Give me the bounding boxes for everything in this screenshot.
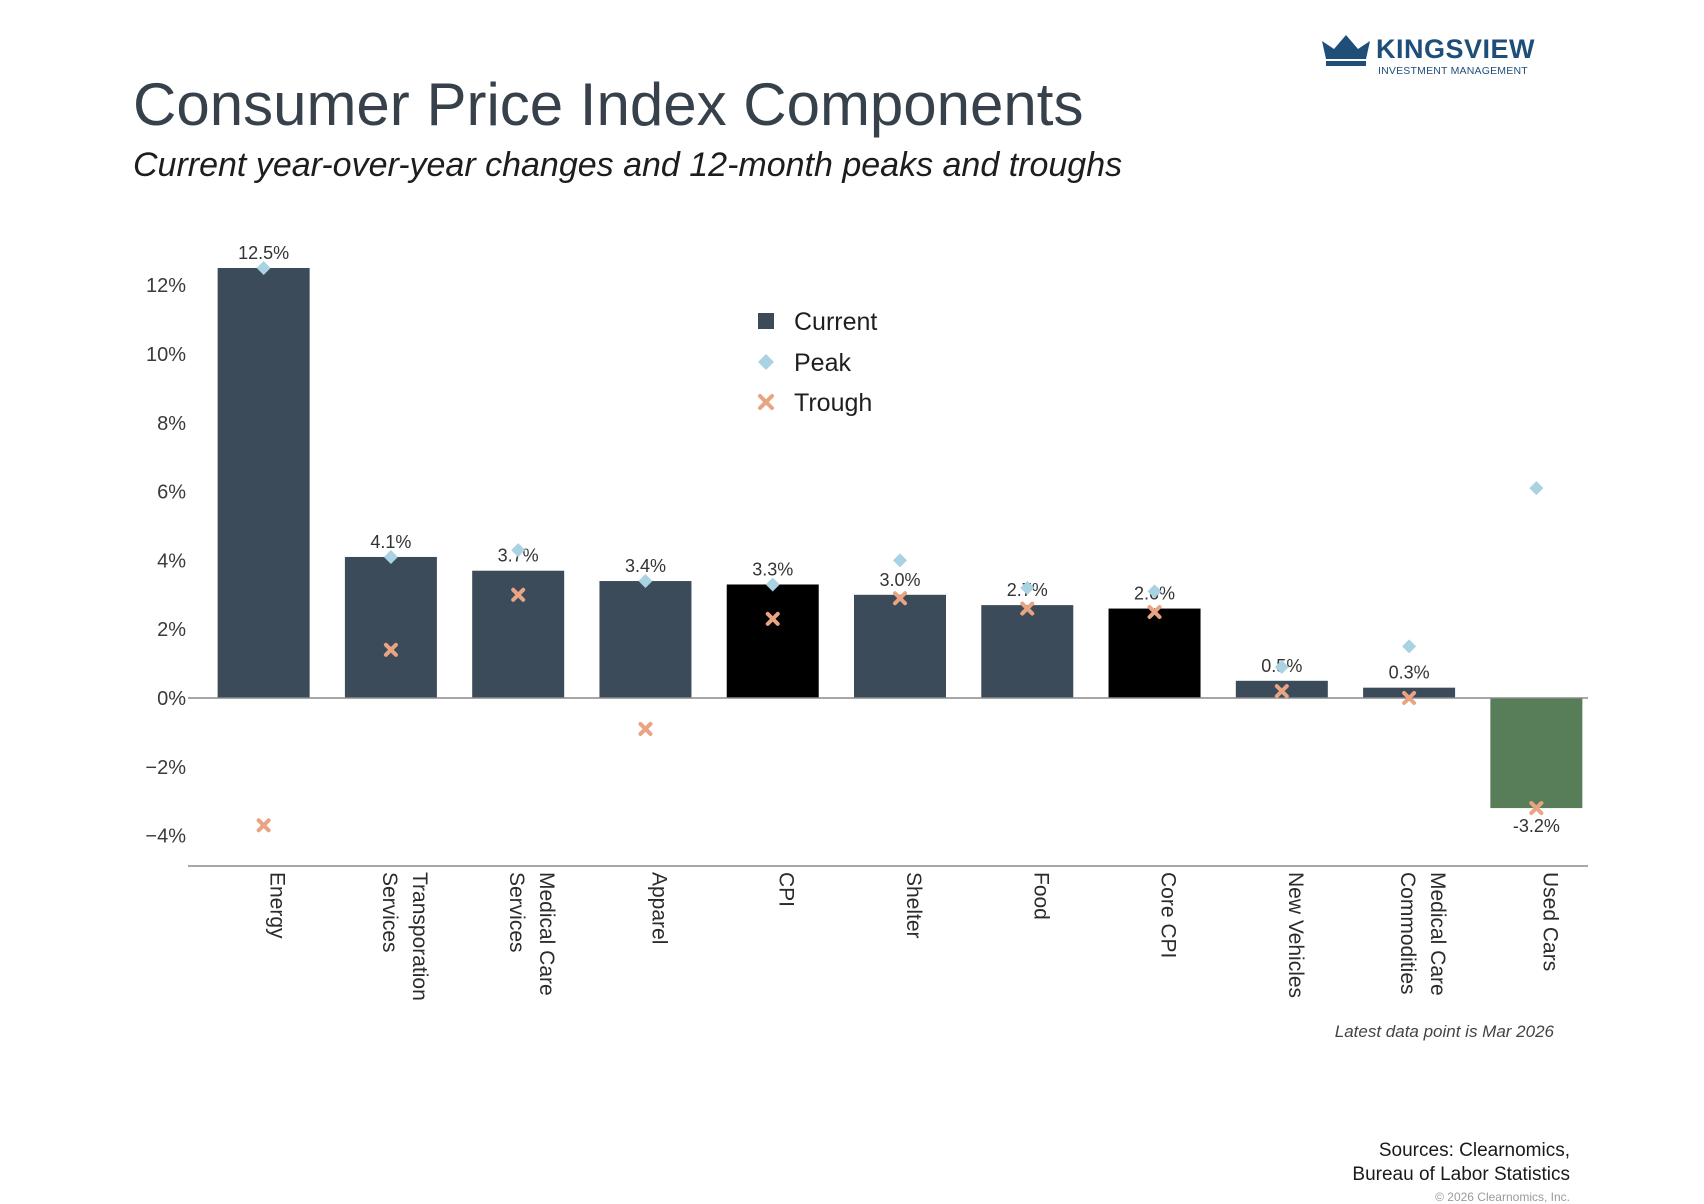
x-tick-label: Used Cars	[1538, 872, 1561, 971]
trough-marker	[1020, 601, 1035, 616]
legend-label: Current	[794, 308, 877, 336]
brand-name: KINGSVIEW	[1376, 34, 1536, 64]
y-tick-label: 2%	[157, 619, 186, 641]
bar-shelter	[854, 594, 946, 698]
x-tick-label: Apparel	[647, 872, 670, 944]
data-label: 12.5%	[238, 243, 289, 263]
trough-marker	[256, 818, 271, 833]
x-tick-label: Services	[378, 872, 401, 953]
x-tick-label: CPI	[775, 872, 798, 907]
bar-apparel	[599, 581, 692, 698]
crown-icon	[1322, 35, 1370, 66]
trough-marker	[1274, 684, 1289, 699]
y-tick-label: 0%	[157, 688, 186, 710]
y-tick-label: 8%	[157, 413, 186, 435]
trough-marker	[1402, 691, 1417, 705]
data-label: 3.0%	[879, 570, 920, 590]
sources-line-2: Bureau of Labor Statistics	[1352, 1164, 1570, 1185]
x-tick-label: Medical Care	[535, 872, 558, 996]
trough-marker	[893, 591, 907, 606]
peak-marker	[256, 261, 271, 275]
data-label: 3.3%	[752, 559, 793, 579]
trough-marker	[511, 587, 526, 602]
peak-marker	[638, 574, 653, 589]
peak-marker	[383, 549, 398, 564]
bar-core-cpi	[1108, 608, 1201, 698]
bar-medical-care-services	[472, 570, 565, 698]
peak-marker	[1274, 660, 1289, 675]
sources: Sources: Clearnomics, Bureau of Labor St…	[1352, 1139, 1570, 1187]
copyright: © 2026 Clearnomics, Inc.	[1435, 1190, 1570, 1204]
legend-label: Trough	[794, 389, 872, 417]
sources-line-1: Sources: Clearnomics,	[1378, 1140, 1570, 1161]
x-tick-label: Core CPI	[1157, 872, 1180, 958]
legend-label: Peak	[794, 349, 851, 377]
trough-marker	[638, 721, 653, 736]
brand-logo: KINGSVIEW INVESTMENT MANAGEMENT	[1320, 30, 1550, 80]
y-tick-label: 4%	[157, 550, 186, 572]
page-subtitle: Current year-over-year changes and 12-mo…	[133, 146, 1123, 184]
data-note: Latest data point is Mar 2026	[1334, 1022, 1554, 1041]
bar-transporation-services	[344, 556, 437, 698]
x-tick-label: Transporation	[408, 872, 431, 1001]
bar-medical-care-commodities	[1363, 687, 1456, 698]
bar-energy	[217, 268, 310, 698]
peak-marker	[1529, 481, 1544, 496]
legend-swatch-peak	[758, 354, 774, 370]
trough-marker	[1529, 801, 1544, 816]
bar-food	[981, 605, 1074, 698]
x-tick-label: Food	[1029, 872, 1052, 920]
bar-used-cars	[1490, 698, 1583, 809]
trough-marker	[383, 642, 398, 657]
y-tick-label: 12%	[146, 275, 186, 297]
legend-swatch-current	[758, 313, 774, 329]
legend-swatch-trough	[758, 394, 774, 410]
y-tick-label: 10%	[146, 344, 186, 366]
y-tick-label: 6%	[157, 482, 186, 504]
x-tick-label: Medical Care	[1426, 872, 1449, 996]
x-tick-label: Services	[505, 872, 528, 953]
data-label: 4.1%	[370, 532, 411, 552]
x-tick-label: New Vehicles	[1284, 872, 1307, 998]
data-label: -3.2%	[1513, 816, 1560, 836]
peak-marker	[765, 577, 780, 592]
data-label: 3.4%	[625, 556, 666, 576]
y-tick-label: −2%	[145, 757, 186, 779]
x-tick-label: Commodities	[1396, 872, 1419, 995]
x-tick-label: Shelter	[902, 872, 925, 939]
peak-marker	[511, 543, 526, 558]
trough-marker	[1147, 605, 1162, 619]
page-title: Consumer Price Index Components	[133, 71, 1084, 138]
trough-marker	[765, 611, 780, 626]
peak-marker	[1020, 580, 1035, 595]
peak-marker	[1402, 639, 1417, 654]
brand-tagline: INVESTMENT MANAGEMENT	[1378, 65, 1528, 77]
x-tick-label: Energy	[266, 872, 289, 939]
peak-marker	[1147, 584, 1162, 599]
bar-cpi	[726, 584, 819, 698]
data-label: 0.3%	[1389, 663, 1430, 683]
peak-marker	[893, 553, 907, 568]
y-tick-label: −4%	[145, 826, 186, 848]
